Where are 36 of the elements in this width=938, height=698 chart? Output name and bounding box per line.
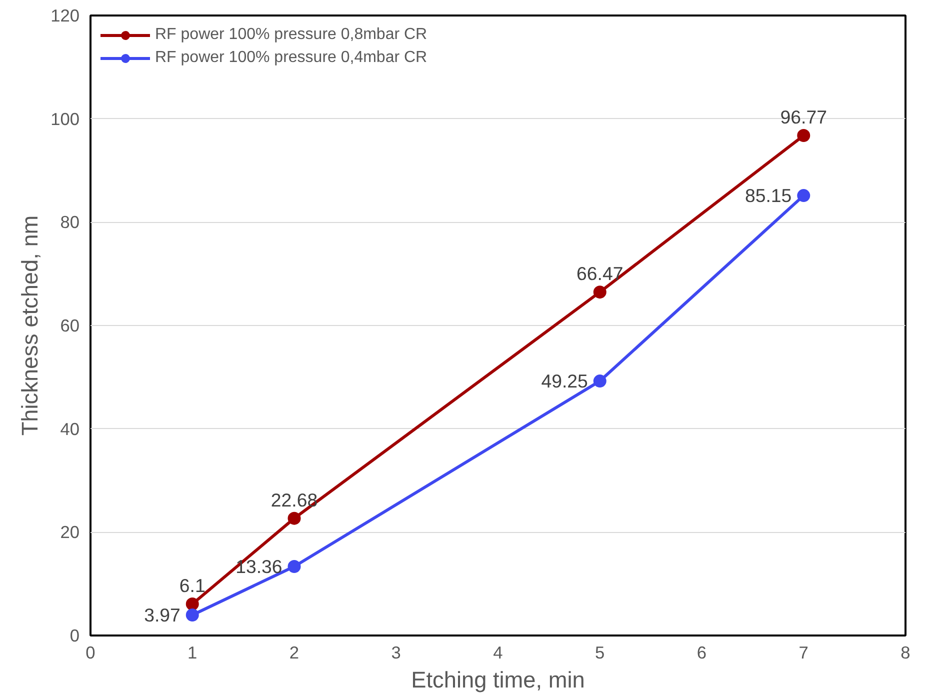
y-tick-label: 60	[60, 316, 80, 336]
x-tick-label: 2	[289, 642, 300, 662]
legend-label: RF power 100% pressure 0,8mbar CR	[155, 26, 428, 44]
data-label: 49.25	[541, 370, 588, 392]
point	[593, 286, 606, 299]
y-tick-label: 100	[50, 108, 80, 129]
y-axis-title: Thickness etched, nm	[16, 215, 43, 436]
x-tick-label: 8	[900, 642, 910, 662]
point	[797, 129, 810, 142]
x-tick-label: 0	[86, 642, 96, 662]
y-tick-label: 0	[70, 626, 80, 646]
data-label: 66.47	[576, 263, 624, 284]
point	[186, 608, 199, 622]
x-tick-label: 7	[798, 642, 808, 662]
y-tick-label: 120	[50, 6, 80, 26]
data-label: 96.77	[780, 106, 827, 128]
x-tick-label: 3	[391, 642, 401, 662]
point	[186, 597, 199, 610]
data-label: 3.97	[144, 604, 180, 626]
point	[288, 560, 301, 573]
x-axis-title: Etching time, min	[411, 666, 585, 692]
x-tick-label: 6	[696, 642, 707, 662]
point	[797, 189, 810, 202]
data-label: 6.1	[179, 574, 206, 596]
y-tick-label: 40	[60, 418, 80, 439]
y-tick-label: 80	[60, 212, 80, 232]
point	[593, 374, 606, 388]
point	[288, 512, 301, 525]
data-label: 22.68	[270, 489, 318, 510]
data-label: 13.36	[236, 556, 282, 577]
legend-label: RF power 100% pressure 0,4mbar CR	[155, 49, 428, 67]
data-label: 85.15	[744, 185, 792, 206]
y-tick-label: 20	[60, 522, 80, 542]
x-tick-label: 1	[188, 642, 198, 662]
x-tick-label: 4	[493, 642, 504, 662]
x-tick-label: 5	[595, 642, 605, 662]
